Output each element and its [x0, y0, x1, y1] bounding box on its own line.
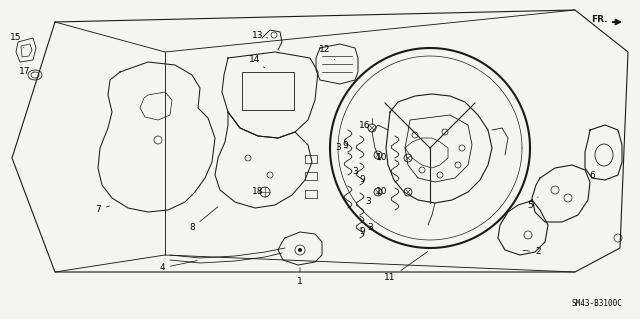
Text: SM43-B3100C: SM43-B3100C [571, 299, 622, 308]
Bar [305, 172, 317, 180]
Text: 4: 4 [159, 261, 197, 272]
Text: 3: 3 [360, 224, 373, 233]
Text: 10: 10 [376, 188, 388, 197]
Text: 14: 14 [250, 56, 265, 68]
Text: 3: 3 [360, 197, 371, 208]
Text: 13: 13 [252, 31, 268, 40]
Text: 9: 9 [359, 227, 365, 236]
Text: 2: 2 [523, 248, 541, 256]
Text: 10: 10 [376, 153, 388, 162]
Text: 8: 8 [189, 207, 218, 233]
Bar [242, 72, 294, 110]
Bar [305, 155, 317, 163]
Text: 3: 3 [352, 167, 358, 176]
Text: FR.: FR. [591, 14, 608, 24]
Text: 18: 18 [252, 188, 264, 197]
Text: 17: 17 [19, 68, 34, 77]
Text: 7: 7 [95, 205, 109, 214]
Text: 3: 3 [335, 144, 348, 152]
Text: 6: 6 [589, 165, 598, 180]
Text: 16: 16 [359, 121, 371, 130]
Text: 15: 15 [10, 33, 24, 48]
Bar [305, 190, 317, 198]
Text: 9: 9 [359, 175, 365, 184]
Text: 11: 11 [384, 252, 428, 283]
Text: 5: 5 [527, 197, 538, 210]
Circle shape [298, 248, 302, 252]
Text: 12: 12 [319, 46, 335, 60]
Text: 9: 9 [342, 140, 348, 150]
Text: 1: 1 [297, 268, 303, 286]
